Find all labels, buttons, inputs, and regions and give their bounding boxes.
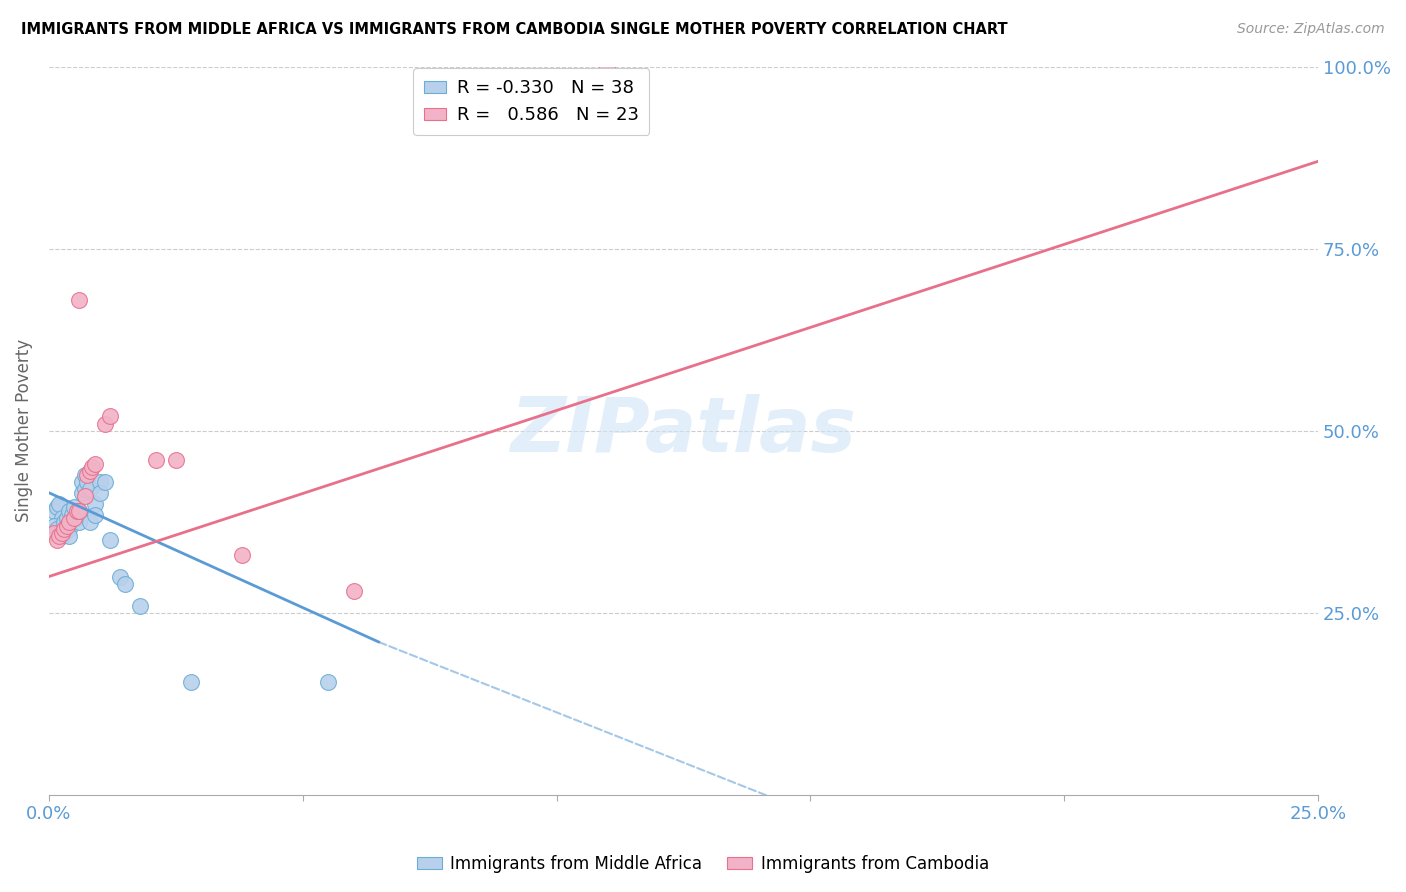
Y-axis label: Single Mother Poverty: Single Mother Poverty (15, 339, 32, 523)
Text: Source: ZipAtlas.com: Source: ZipAtlas.com (1237, 22, 1385, 37)
Text: ZIPatlas: ZIPatlas (510, 394, 856, 467)
Point (63, 500, 86, 515)
Point (79, 515, 101, 529)
Point (42, 525, 65, 540)
Point (51, 529, 73, 543)
Point (53, 522, 76, 536)
Point (58, 529, 80, 543)
Point (89, 485, 111, 500)
Point (48, 529, 70, 543)
Point (48, 497, 70, 511)
Point (73, 489, 96, 503)
Point (73, 467, 96, 482)
Point (45, 500, 67, 515)
Point (63, 511, 86, 525)
Point (67, 515, 90, 529)
Point (79, 482, 101, 496)
Point (342, 584, 364, 599)
Point (67, 504, 90, 518)
Point (98, 533, 121, 547)
Point (58, 515, 80, 529)
Point (83, 457, 105, 471)
Point (58, 522, 80, 536)
Point (82, 460, 104, 475)
Point (76, 467, 98, 482)
Point (55, 518, 77, 533)
Point (48, 525, 70, 540)
Point (53, 525, 76, 540)
Point (83, 508, 105, 522)
Point (79, 464, 101, 478)
Point (73, 482, 96, 496)
Point (231, 548, 253, 562)
Point (89, 475, 111, 489)
Legend: Immigrants from Middle Africa, Immigrants from Cambodia: Immigrants from Middle Africa, Immigrant… (411, 848, 995, 880)
Point (83, 497, 105, 511)
Point (596, 60, 619, 74)
Point (42, 518, 65, 533)
Point (165, 453, 187, 467)
Text: IMMIGRANTS FROM MIDDLE AFRICA VS IMMIGRANTS FROM CAMBODIA SINGLE MOTHER POVERTY : IMMIGRANTS FROM MIDDLE AFRICA VS IMMIGRA… (21, 22, 1008, 37)
Point (129, 599, 152, 613)
Legend: R = -0.330   N = 38, R =   0.586   N = 23: R = -0.330 N = 38, R = 0.586 N = 23 (413, 69, 650, 135)
Point (76, 475, 98, 489)
Point (42, 504, 65, 518)
Point (51, 525, 73, 540)
Point (67, 293, 90, 307)
Point (60, 508, 83, 522)
Point (45, 533, 67, 547)
Point (98, 409, 121, 424)
Point (94, 475, 117, 489)
Point (316, 675, 339, 690)
Point (145, 453, 167, 467)
Point (66, 504, 89, 518)
Point (180, 675, 202, 690)
Point (51, 511, 73, 525)
Point (55, 518, 77, 533)
Point (67, 504, 90, 518)
Point (70, 475, 93, 489)
Point (94, 417, 117, 431)
Point (108, 569, 131, 583)
Point (70, 485, 93, 500)
Point (55, 511, 77, 525)
Point (53, 515, 76, 529)
Point (45, 522, 67, 536)
Point (66, 511, 89, 525)
Point (58, 504, 80, 518)
Point (114, 576, 136, 591)
